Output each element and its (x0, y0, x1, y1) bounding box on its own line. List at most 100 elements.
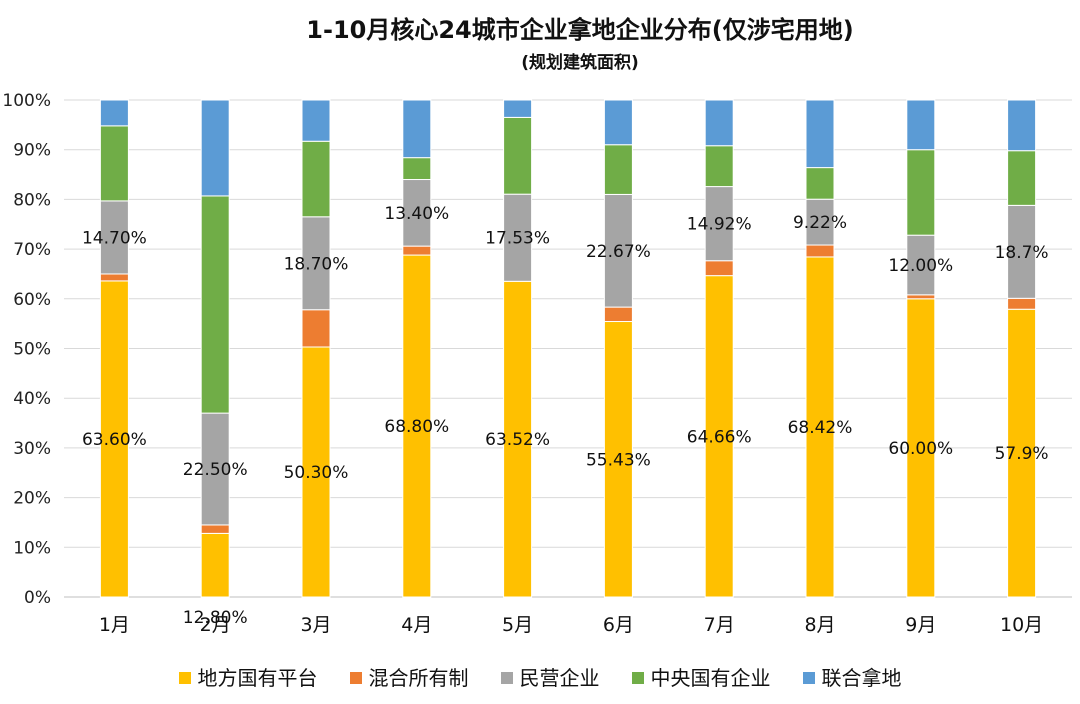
legend-item: 联合拿地 (802, 662, 902, 691)
x-tick-label: 5月 (502, 614, 533, 636)
legend-swatch (631, 671, 644, 684)
data-label: 13.40% (384, 204, 449, 224)
bar-segment-4-10月 (1007, 150, 1037, 206)
legend-item: 地方国有平台 (178, 662, 318, 691)
bar-segment-1-9月 (906, 298, 936, 598)
data-label: 63.52% (485, 430, 550, 450)
bar-segment-2-6月 (603, 306, 633, 323)
x-tick-label: 2月 (200, 614, 231, 636)
bar-segment-3-5月 (503, 193, 533, 282)
x-tick-label: 8月 (804, 614, 835, 636)
x-tick-label: 9月 (905, 614, 936, 636)
legend-label: 民营企业 (519, 666, 600, 690)
data-label: 60.00% (888, 439, 953, 459)
bar-segment-3-6月 (603, 193, 633, 308)
y-tick-label: 30% (13, 439, 51, 459)
bar-segment-1-3月 (301, 346, 331, 598)
bar-segment-1-7月 (704, 275, 734, 598)
bar-segment-2-4月 (402, 245, 432, 256)
bar-segment-5-9月 (906, 99, 936, 151)
data-label: 68.80% (384, 417, 449, 437)
y-tick-label: 0% (24, 588, 51, 608)
bar-segment-3-3月 (301, 216, 331, 311)
data-label: 22.67% (586, 242, 651, 262)
y-tick-label: 50% (13, 340, 51, 360)
data-label: 68.42% (788, 418, 853, 438)
bar-segment-2-2月 (200, 524, 230, 534)
data-label: 50.30% (284, 463, 349, 483)
legend-item: 民营企业 (500, 662, 600, 691)
bar-segment-5-8月 (805, 99, 835, 169)
bar-segment-5-2月 (200, 99, 230, 197)
y-tick-label: 90% (13, 141, 51, 161)
bar-segment-4-6月 (603, 144, 633, 195)
legend-item: 混合所有制 (349, 662, 469, 691)
bar-segment-5-4月 (402, 99, 432, 159)
legend-label: 联合拿地 (821, 666, 902, 690)
bar-segment-2-9月 (906, 294, 936, 300)
legend-label: 地方国有平台 (197, 666, 318, 690)
y-tick-label: 60% (13, 290, 51, 310)
bar-segment-5-6月 (603, 99, 633, 146)
bar-segment-4-3月 (301, 140, 331, 218)
data-label: 18.70% (284, 254, 349, 274)
bar-segment-3-10月 (1007, 204, 1037, 299)
y-tick-label: 20% (13, 489, 51, 509)
legend-swatch (802, 671, 815, 684)
data-label: 18.7% (995, 243, 1049, 263)
bar-segment-3-4月 (402, 179, 432, 247)
bar-segment-4-1月 (99, 125, 129, 202)
x-tick-label: 1月 (99, 614, 130, 636)
legend-label: 混合所有制 (368, 666, 469, 690)
bar-segment-3-8月 (805, 198, 835, 246)
chart-subtitle: (规划建筑面积) (521, 53, 639, 73)
bar-segment-3-1月 (99, 200, 129, 275)
x-tick-label: 10月 (1000, 614, 1043, 636)
bar-segment-4-5月 (503, 116, 533, 195)
data-label: 64.66% (687, 427, 752, 447)
bar-segment-5-1月 (99, 99, 129, 127)
bar-segment-1-8月 (805, 256, 835, 598)
legend-swatch (349, 671, 362, 684)
chart-title: 1-10月核心24城市企业拿地企业分布(仅涉宅用地) (306, 16, 854, 44)
bar-segment-2-3月 (301, 309, 331, 348)
y-tick-label: 10% (13, 538, 51, 558)
legend-swatch (178, 671, 191, 684)
data-label: 12.00% (888, 256, 953, 276)
bar-segment-4-9月 (906, 149, 936, 236)
bar-segment-1-1月 (99, 280, 129, 598)
bar-segment-4-7月 (704, 145, 734, 188)
data-label: 9.22% (793, 213, 847, 233)
legend: 地方国有平台 混合所有制 民营企业 中央国有企业 联合拿地 (0, 662, 1080, 691)
data-label: 12.80% (183, 608, 248, 628)
bar-segment-2-1月 (99, 273, 129, 282)
stacked-bar-chart: 0% 10% 20% 30% 40% 50% 60% 70% 80% 90% 100% 1月 2月 3月 4… (2, 91, 1072, 636)
legend-swatch (500, 671, 513, 684)
x-tick-label: 6月 (603, 614, 634, 636)
data-label: 55.43% (586, 450, 651, 470)
x-tick-label: 7月 (704, 614, 735, 636)
data-label: 14.70% (82, 228, 147, 248)
data-label: 63.60% (82, 430, 147, 450)
y-tick-label: 70% (13, 240, 51, 260)
bar-segment-3-9月 (906, 234, 936, 296)
x-tick-label: 3月 (300, 614, 331, 636)
bar-segment-1-5月 (503, 280, 533, 598)
legend-label: 中央国有企业 (650, 666, 771, 690)
y-tick-label: 40% (13, 389, 51, 409)
bar-segment-4-4月 (402, 157, 432, 181)
data-label: 22.50% (183, 460, 248, 480)
bar-segment-3-7月 (704, 186, 734, 262)
bar-segment-1-2月 (200, 532, 230, 598)
data-label: 57.9% (995, 444, 1049, 464)
bar-segment-5-10月 (1007, 99, 1037, 152)
data-label: 14.92% (687, 215, 752, 235)
bar-segment-5-5月 (503, 99, 533, 118)
legend-item: 中央国有企业 (631, 662, 771, 691)
y-tick-label: 80% (13, 190, 51, 210)
bar-segment-5-7月 (704, 99, 734, 147)
bar-segment-1-4月 (402, 254, 432, 598)
bar-segment-2-7月 (704, 260, 734, 277)
bar-segment-2-10月 (1007, 297, 1037, 310)
x-tick-label: 4月 (401, 614, 432, 636)
